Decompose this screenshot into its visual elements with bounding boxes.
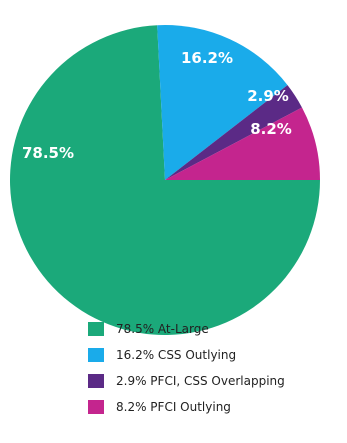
- legend-swatch-2: [88, 348, 104, 362]
- chart-legend: 78.5% At-Large 16.2% CSS Outlying 2.9% PFC…: [88, 322, 285, 414]
- slice-label-3: 2.9%: [247, 87, 289, 105]
- legend-label-1: 78.5% At-Large: [116, 322, 209, 336]
- legend-swatch-3: [88, 374, 104, 388]
- slice-label-4: 8.2%: [250, 120, 292, 138]
- slice-label-2: 16.2%: [181, 49, 233, 67]
- pie-slices: [10, 25, 320, 335]
- legend-label-3: 2.9% PFCI, CSS Overlapping: [116, 374, 285, 388]
- legend-label-2: 16.2% CSS Outlying: [116, 348, 236, 362]
- legend-swatch-1: [88, 322, 104, 336]
- slice-label-1: 78.5%: [22, 144, 74, 162]
- legend-swatch-4: [88, 400, 104, 414]
- legend-label-4: 8.2% PFCI Outlying: [116, 400, 231, 414]
